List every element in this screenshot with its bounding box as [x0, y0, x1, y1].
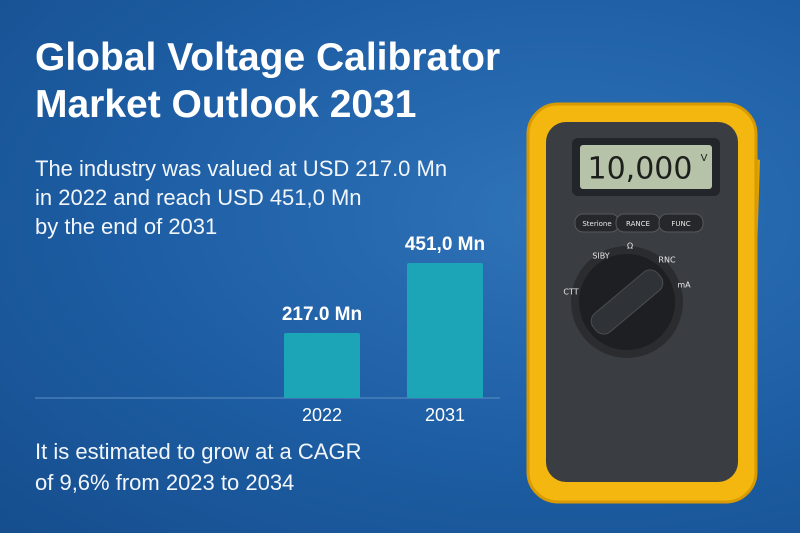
dial-labels: SIBY Ω RNC mA CTT	[563, 242, 691, 297]
annotation-line: It is estimated to grow at a CAGR	[35, 439, 362, 464]
display-reading: 10,000	[588, 152, 693, 187]
annotation: It is estimated to grow at a CAGR of 9,6%…	[35, 436, 361, 498]
dial-label: SIBY	[592, 252, 609, 261]
title-line: Market Outlook 2031	[35, 83, 417, 126]
dial-label: CTT	[563, 288, 578, 297]
subtitle-line: in 2022 and reach USD 451,0 Mn	[35, 185, 362, 210]
dial-label: mA	[677, 281, 691, 290]
subtitle-line: The industry was valued at USD 217.0 Mn	[35, 156, 448, 181]
value-label: 217.0 Mn	[282, 304, 362, 325]
subtitle-line: by the end of 2031	[35, 214, 218, 239]
display-unit: V	[701, 153, 708, 164]
dial-label: RNC	[658, 256, 676, 265]
annotation-line: of 9,6% from 2023 to 2034	[35, 470, 295, 495]
meter-button-label: FUNC	[671, 220, 690, 228]
subtitle: The industry was valued at USD 217.0 Mn i…	[35, 154, 447, 241]
title: Global Voltage Calibrator Market Outlook …	[35, 34, 500, 128]
bar	[284, 333, 360, 398]
x-tick-label: 2031	[425, 405, 465, 425]
display	[580, 145, 712, 189]
dial-knob	[590, 269, 664, 335]
x-tick-label: 2022	[302, 405, 342, 425]
value-label: 451,0 Mn	[405, 234, 485, 255]
title-line: Global Voltage Calibrator	[35, 36, 501, 79]
meter-button-label: Sterione	[582, 220, 611, 228]
meter-button-label: RANCE	[626, 220, 650, 228]
dial-label: Ω	[627, 242, 633, 251]
bar	[407, 263, 483, 398]
buttons: Sterione RANCE FUNC	[574, 213, 704, 233]
bar-chart: 217.0 Mn 2022 451,0 Mn 2031	[282, 234, 485, 425]
meter-button	[658, 213, 704, 233]
